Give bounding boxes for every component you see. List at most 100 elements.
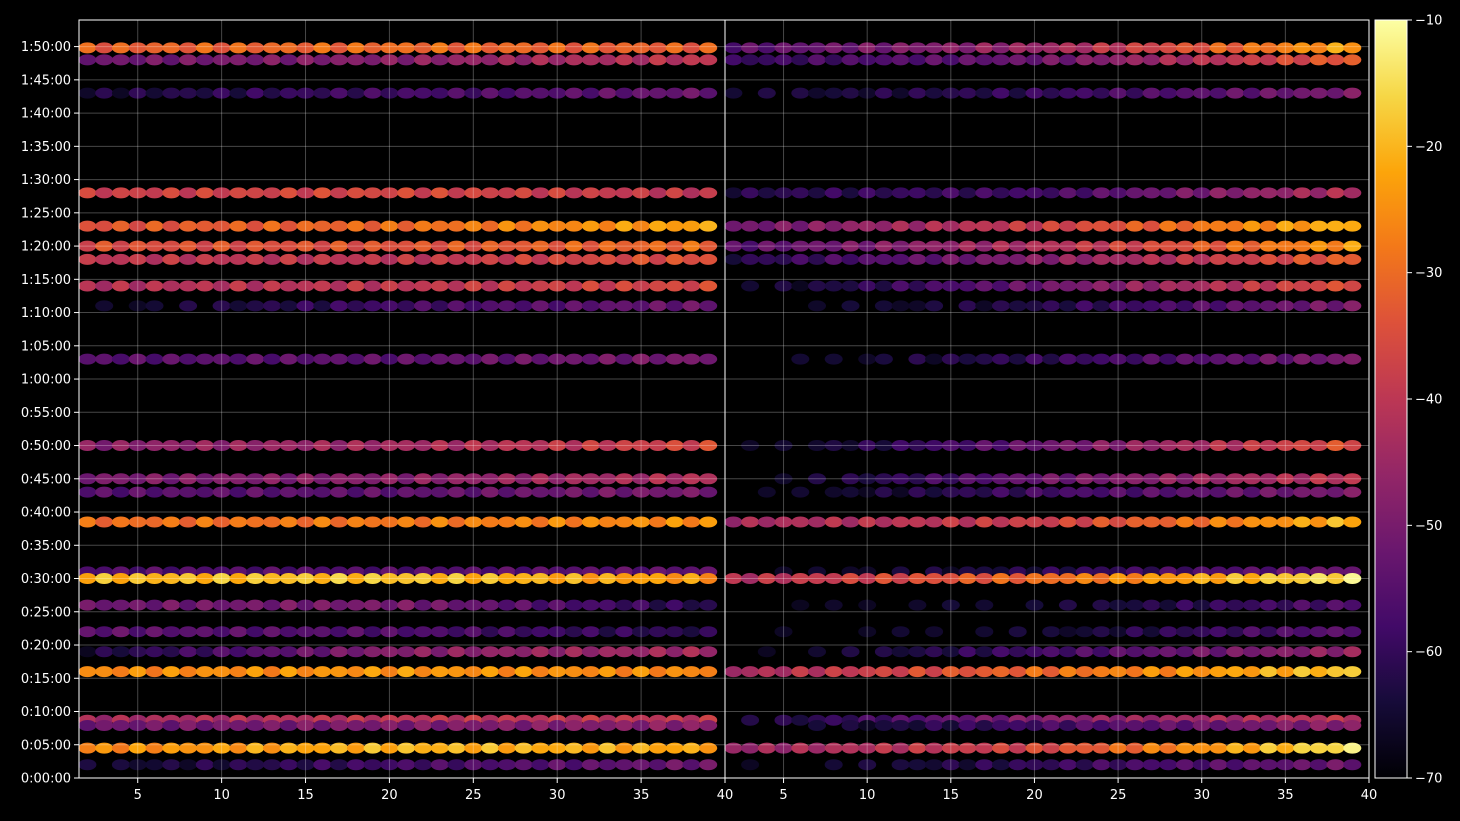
- heatmap-cell: [741, 54, 760, 66]
- heatmap-cell: [1242, 599, 1261, 611]
- heatmap-cell: [279, 599, 298, 611]
- heatmap-cell: [447, 599, 466, 611]
- heatmap-cell: [858, 253, 877, 265]
- heatmap-cell: [145, 742, 164, 754]
- heatmap-cell: [1192, 599, 1211, 611]
- heatmap-cell: [699, 87, 718, 99]
- x-tick-label: 35: [633, 788, 650, 803]
- heatmap-cell: [891, 626, 910, 638]
- heatmap-cell: [263, 626, 281, 638]
- heatmap-cell: [1309, 187, 1328, 199]
- heatmap-cell: [246, 720, 265, 731]
- heatmap-cell: [565, 187, 583, 199]
- heatmap-cell: [1242, 220, 1261, 232]
- heatmap-cell: [757, 42, 776, 54]
- heatmap-cell: [565, 473, 583, 485]
- heatmap-cell: [648, 300, 667, 312]
- heatmap-cell: [1309, 42, 1328, 54]
- heatmap-cell: [548, 87, 567, 99]
- heatmap-cell: [380, 280, 399, 292]
- heatmap-cell: [531, 646, 550, 658]
- heatmap-cell: [824, 742, 843, 754]
- heatmap-cell: [111, 440, 130, 451]
- heatmap-cell: [824, 280, 843, 292]
- x-tick-label: 5: [779, 788, 787, 803]
- heatmap-cell: [263, 720, 281, 731]
- heatmap-cell: [699, 742, 718, 754]
- heatmap-cell: [1276, 42, 1295, 54]
- heatmap-cell: [1192, 573, 1211, 584]
- heatmap-cell: [841, 87, 860, 99]
- heatmap-cell: [1058, 516, 1077, 528]
- heatmap-cell: [1075, 54, 1094, 66]
- heatmap-cell: [1058, 573, 1077, 584]
- heatmap-cell: [891, 720, 910, 731]
- heatmap-cell: [145, 300, 164, 312]
- heatmap-cell: [1276, 54, 1295, 66]
- heatmap-cell: [774, 220, 793, 232]
- heatmap-cell: [1176, 473, 1194, 485]
- heatmap-cell: [791, 187, 810, 199]
- heatmap-cell: [430, 440, 449, 451]
- heatmap-cell: [380, 666, 399, 678]
- heatmap-cell: [1092, 599, 1111, 611]
- heatmap-cell: [699, 353, 718, 365]
- heatmap-cell: [430, 720, 449, 731]
- heatmap-cell: [841, 720, 860, 731]
- heatmap-cell: [481, 54, 500, 66]
- heatmap-cell: [648, 486, 667, 498]
- heatmap-cell: [682, 742, 701, 754]
- heatmap-cell: [808, 187, 826, 199]
- heatmap-cell: [1025, 486, 1044, 498]
- x-tick-label: 5: [134, 788, 142, 803]
- heatmap-cell: [464, 626, 483, 638]
- heatmap-cell: [481, 353, 500, 365]
- heatmap-cell: [1042, 573, 1061, 584]
- heatmap-cell: [874, 240, 893, 252]
- heatmap-cell: [95, 440, 114, 451]
- heatmap-cell: [1343, 54, 1362, 66]
- heatmap-cell: [565, 240, 583, 252]
- heatmap-cell: [111, 253, 130, 265]
- heatmap-cell: [212, 300, 231, 312]
- heatmap-cell: [1192, 240, 1211, 252]
- heatmap-cell: [1176, 516, 1194, 528]
- heatmap-cell: [346, 626, 365, 638]
- heatmap-cell: [1125, 280, 1144, 292]
- heatmap-cell: [1293, 280, 1312, 292]
- heatmap-cell: [1242, 759, 1261, 771]
- heatmap-cell: [179, 280, 198, 292]
- heatmap-cell: [1176, 573, 1194, 584]
- heatmap-cell: [246, 440, 265, 451]
- heatmap-cell: [246, 240, 265, 252]
- heatmap-cell: [648, 626, 667, 638]
- heatmap-cell: [447, 440, 466, 451]
- heatmap-cell: [1209, 666, 1228, 678]
- heatmap-cell: [891, 220, 910, 232]
- heatmap-cell: [1042, 666, 1061, 678]
- heatmap-cell: [841, 54, 860, 66]
- heatmap-cell: [95, 742, 114, 754]
- y-tick-label: 1:10:00: [21, 306, 71, 321]
- heatmap-cell: [195, 220, 214, 232]
- heatmap-cell: [1293, 440, 1312, 451]
- heatmap-cell: [598, 440, 617, 451]
- heatmap-cell: [464, 240, 483, 252]
- heatmap-cell: [1075, 573, 1094, 584]
- heatmap-cell: [481, 759, 500, 771]
- heatmap-cell: [279, 240, 298, 252]
- heatmap-cell: [464, 516, 483, 528]
- heatmap-cell: [497, 280, 516, 292]
- heatmap-cell: [724, 220, 743, 232]
- heatmap-cell: [162, 573, 181, 584]
- heatmap-cell: [1192, 300, 1211, 312]
- heatmap-cell: [808, 440, 826, 451]
- heatmap-cell: [330, 516, 349, 528]
- heatmap-cell: [1259, 187, 1278, 199]
- heatmap-cell: [665, 54, 684, 66]
- heatmap-cell: [891, 54, 910, 66]
- heatmap-cell: [514, 720, 533, 731]
- heatmap-cell: [464, 353, 483, 365]
- heatmap-cell: [992, 42, 1010, 54]
- heatmap-cell: [1176, 220, 1194, 232]
